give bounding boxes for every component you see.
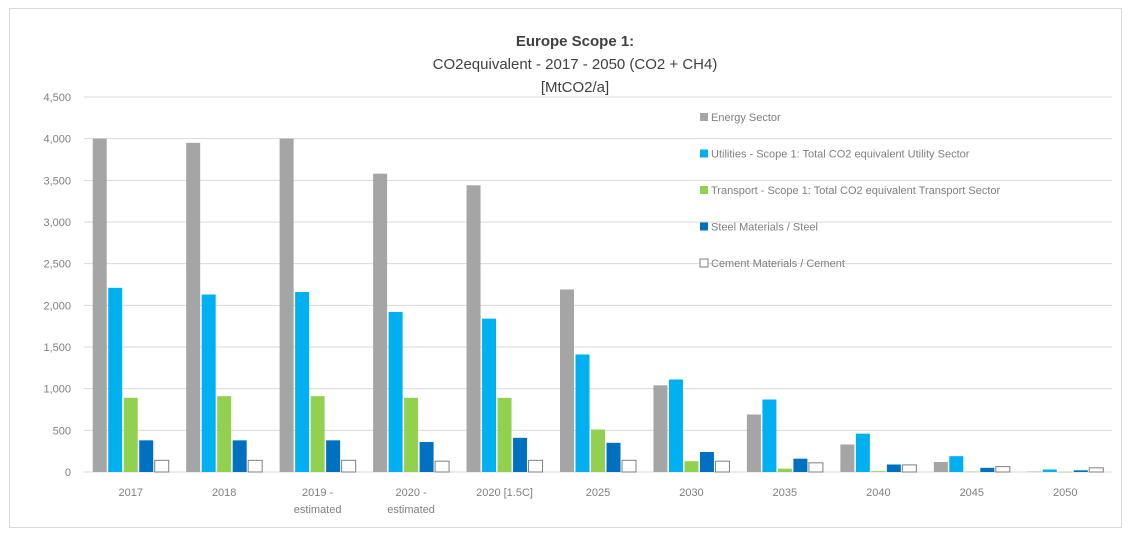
bar: [1027, 471, 1042, 473]
chart-unit-label: [MtCO2/a]: [541, 79, 609, 96]
y-tick-label: 2,000: [43, 300, 71, 312]
legend-swatch: [699, 258, 709, 268]
bar: [808, 462, 824, 473]
bar: [777, 468, 792, 472]
y-tick-label: 1,500: [43, 342, 71, 354]
bar: [279, 138, 294, 472]
bar: [653, 385, 668, 472]
legend-swatch: [700, 222, 708, 231]
bar: [108, 287, 123, 472]
bar: [964, 471, 979, 473]
bar: [373, 173, 388, 472]
bar: [232, 440, 247, 472]
bar: [201, 294, 216, 472]
bar: [591, 429, 605, 472]
bar: [466, 185, 481, 473]
bar: [139, 440, 154, 472]
bar: [404, 397, 419, 472]
bar: [933, 462, 948, 472]
bar: [434, 460, 450, 473]
bar: [1042, 469, 1057, 472]
x-tick-label: 2020 -: [395, 487, 427, 499]
x-tick-label: estimated: [294, 504, 342, 516]
bar: [92, 138, 107, 472]
bar: [560, 289, 574, 472]
bar: [1058, 471, 1073, 473]
bar: [621, 459, 637, 473]
y-axis-ticks: 0 500 1,000 1,500 2,000 2,500 3,000 3,500 4,000 4…: [43, 92, 71, 479]
x-tick-label: 2018: [212, 487, 236, 499]
x-axis-ticks: 2017 2018 2019 - estimated 2020 - estimated 20…: [118, 487, 1077, 516]
bar: [497, 397, 512, 472]
bar: [217, 396, 232, 472]
bar: [980, 467, 995, 472]
bar: [606, 442, 621, 472]
bar: [295, 292, 310, 472]
bar: [840, 444, 855, 472]
bar: [762, 399, 777, 472]
bar: [575, 354, 590, 472]
bar: [871, 471, 886, 472]
bar: [419, 442, 434, 472]
bar: [684, 461, 699, 472]
bar: [154, 459, 170, 473]
legend: Energy Sector Utilities - Scope 1: Total …: [699, 112, 1001, 270]
bar: [513, 437, 528, 472]
bar: [123, 397, 138, 472]
bar: [482, 318, 497, 472]
y-tick-label: 3,000: [43, 217, 71, 229]
bar: [995, 466, 1011, 473]
bar: [388, 312, 403, 472]
bar: [793, 458, 808, 472]
bar: [341, 459, 357, 473]
legend-label: Energy Sector: [711, 112, 781, 124]
legend-label: Cement Materials / Cement: [711, 258, 845, 270]
x-tick-label: 2019 -: [302, 487, 334, 499]
x-tick-label: 2030: [679, 487, 703, 499]
y-tick-label: 500: [53, 425, 71, 437]
bar: [1073, 470, 1088, 472]
bar: [247, 459, 263, 473]
bar: [901, 464, 917, 473]
bar: [326, 440, 341, 472]
bar: [699, 452, 714, 472]
legend-label: Utilities - Scope 1: Total CO2 equivalen…: [711, 149, 970, 161]
bar: [886, 464, 901, 472]
bar: [528, 459, 544, 473]
x-tick-label: 2025: [586, 487, 610, 499]
chart-subtitle: CO2equivalent - 2017 - 2050 (CO2 + CH4): [433, 56, 718, 73]
bar: [310, 396, 325, 472]
bar: [714, 460, 730, 473]
y-tick-label: 4,500: [43, 92, 71, 104]
bar: [746, 414, 761, 472]
y-tick-label: 3,500: [43, 175, 71, 187]
x-tick-label: estimated: [387, 504, 435, 516]
x-tick-label: 2020 [1.5C]: [476, 487, 533, 499]
y-tick-label: 0: [65, 467, 71, 479]
bar: [1088, 467, 1104, 473]
x-tick-label: 2017: [118, 487, 142, 499]
y-tick-label: 1,000: [43, 384, 71, 396]
x-tick-label: 2040: [866, 487, 890, 499]
legend-label: Transport - Scope 1: Total CO2 equivalen…: [711, 185, 1001, 197]
bar: [186, 142, 201, 473]
legend-swatch: [700, 113, 708, 121]
x-tick-label: 2045: [960, 487, 984, 499]
bars: [92, 138, 1104, 473]
y-tick-label: 4,000: [43, 134, 71, 146]
x-tick-label: 2035: [773, 487, 797, 499]
bar: [855, 433, 870, 472]
legend-swatch: [700, 149, 708, 158]
bar: [668, 379, 683, 472]
x-tick-label: 2050: [1053, 487, 1077, 499]
legend-label: Steel Materials / Steel: [711, 222, 818, 234]
chart-title: Europe Scope 1:: [516, 33, 634, 50]
legend-swatch: [700, 186, 708, 194]
bar: [949, 456, 964, 472]
y-tick-label: 2,500: [43, 259, 71, 271]
